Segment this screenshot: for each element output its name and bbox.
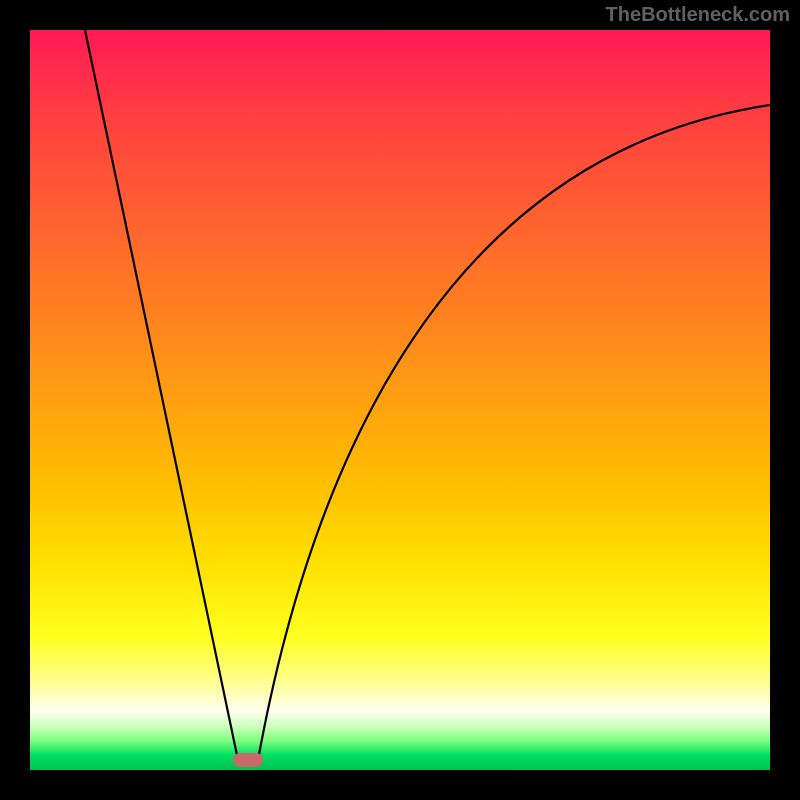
left-descent-line	[85, 30, 238, 760]
curve-overlay	[0, 0, 800, 800]
optimum-marker	[233, 753, 263, 767]
right-ascent-curve	[258, 105, 770, 760]
attribution-text: TheBottleneck.com	[606, 4, 790, 27]
